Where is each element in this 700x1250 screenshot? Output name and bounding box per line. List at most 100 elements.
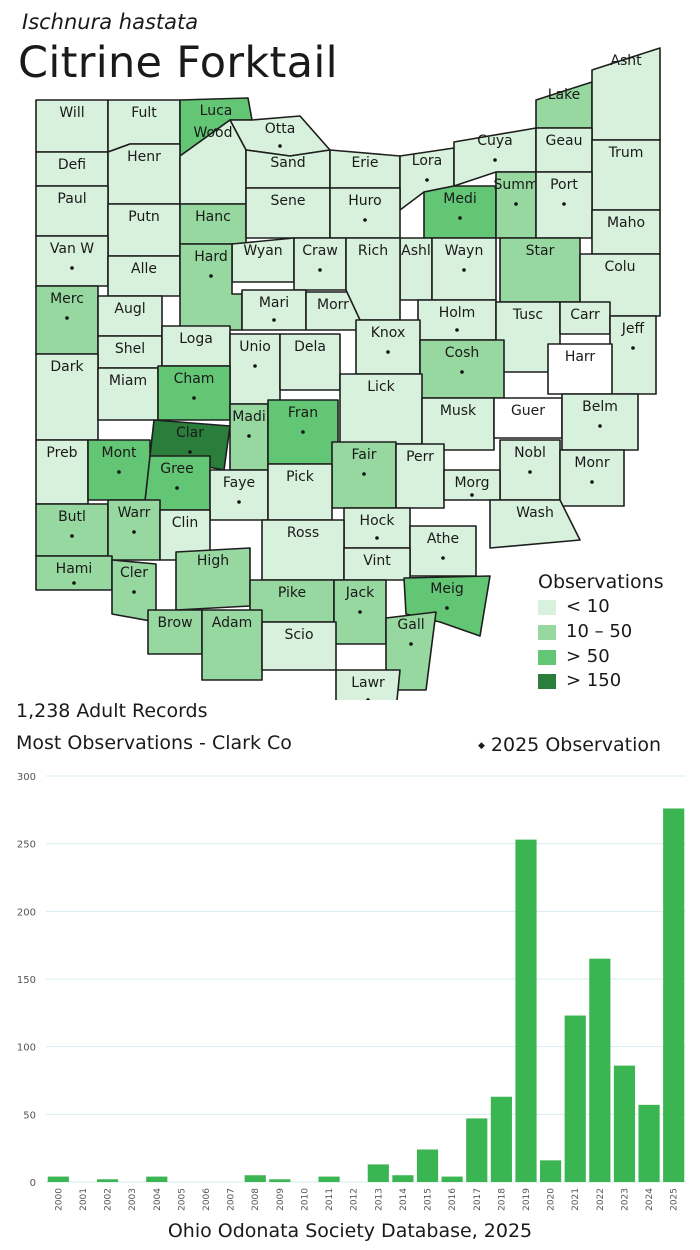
county-label: Cosh [445,345,480,361]
legend-swatch [538,600,556,615]
county-label: Port [550,177,578,193]
county-belm [561,393,639,451]
county-label: Will [59,105,84,121]
observation-marker [562,202,566,206]
county-label: Cuya [477,133,513,149]
x-tick-label: 2018 [497,1188,507,1211]
y-tick-label: 50 [23,1110,36,1121]
x-tick-label: 2013 [374,1188,384,1211]
bar [613,1065,636,1182]
county-label: Wash [516,505,554,521]
x-tick-label: 2003 [128,1188,138,1211]
county-label: Brow [157,615,192,631]
county-label: Jack [345,585,375,601]
county-label: Scio [284,627,313,643]
county-label: Luca [200,103,233,119]
county-label: Hock [360,513,396,529]
county-label: Hanc [195,209,231,225]
county-label: Summ [493,177,538,193]
county-label: Star [526,243,555,259]
bar [269,1179,291,1182]
bar [466,1118,488,1182]
county-label: Wood [193,125,232,141]
county-label: Defi [58,157,86,173]
county-label: Otta [265,121,296,137]
county-label: Paul [57,191,86,207]
county-label: Morr [317,297,349,313]
observation-marker [278,144,282,148]
legend-label: > 50 [566,646,610,667]
county-label: Loga [179,331,213,347]
legend-item: < 10 [538,596,688,618]
bar [540,1160,562,1182]
county-label: Colu [604,259,635,275]
county-label: Adam [212,615,252,631]
observation-marker [132,590,136,594]
county-label: Gall [397,617,424,633]
x-tick-label: 2021 [571,1188,581,1211]
county-label: Harr [565,349,596,365]
bar [96,1179,119,1182]
county-label: Rich [358,243,388,259]
x-tick-label: 2015 [424,1188,434,1211]
ohio-county-map: Will Fult Luca Otta Lake Asht Defi Henr Wood Sand… [35,47,661,700]
y-tick-label: 200 [17,907,36,918]
county-musk [421,397,495,451]
legend-swatch [538,625,556,640]
bar [490,1096,512,1182]
observation-marker [70,266,74,270]
yearly-bar-chart: 0 50 100 150 200 250 300 2000 2001 2002 2003 2004 20… [17,772,686,1211]
observation-marker [117,470,121,474]
county-label: Preb [46,445,77,461]
bar [244,1175,266,1182]
county-label: Athe [427,531,459,547]
county-label: Shel [115,341,145,357]
county-label: Dela [294,339,326,355]
record-count: 1,238 Adult Records [16,700,208,722]
county-label: Fair [352,447,377,463]
observation-marker [590,480,594,484]
county-label: Maho [607,215,645,231]
most-observations: Most Observations - Clark Co [16,732,292,754]
observation-marker [237,500,241,504]
observation-marker [318,268,322,272]
county-adam [201,609,263,681]
observation-marker [70,534,74,538]
scientific-name: Ischnura hastata [22,10,199,34]
county-label: Merc [50,291,84,307]
county-label: Pike [278,585,306,601]
legend-label: > 150 [566,670,622,691]
legend-item: > 50 [538,646,688,668]
x-tick-label: 2010 [300,1188,310,1211]
observation-marker-icon: ◆ [478,741,485,751]
bar [663,808,685,1182]
x-tick-label: 2007 [227,1188,237,1211]
county-label: Knox [371,325,405,341]
county-label: Unio [239,339,271,355]
county-label: Meig [430,581,463,597]
county-label: Gree [160,461,194,477]
observation-marker [598,424,602,428]
x-tick-label: 2009 [276,1188,286,1211]
county-wash [489,499,581,549]
county-label: Wayn [445,243,484,259]
observation-marker [366,698,370,700]
county-label: Erie [351,155,378,171]
county-label: Butl [58,509,86,525]
county-label: Mari [259,295,289,311]
observation-marker [65,316,69,320]
county-label: Clar [176,425,204,441]
source-note: Ohio Odonata Society Database, 2025 [167,1220,533,1242]
observation-marker [209,274,213,278]
observation-marker [445,606,449,610]
county-label: Putn [128,209,159,225]
county-label: Wyan [243,243,282,259]
observation-marker [192,396,196,400]
county-label: Mont [101,445,137,461]
observation-marker [386,350,390,354]
observation-marker [247,434,251,438]
legend-title: Observations [538,571,664,593]
legend-swatch [538,650,556,665]
y-tick-label: 100 [17,1043,36,1054]
observation-marker [441,556,445,560]
